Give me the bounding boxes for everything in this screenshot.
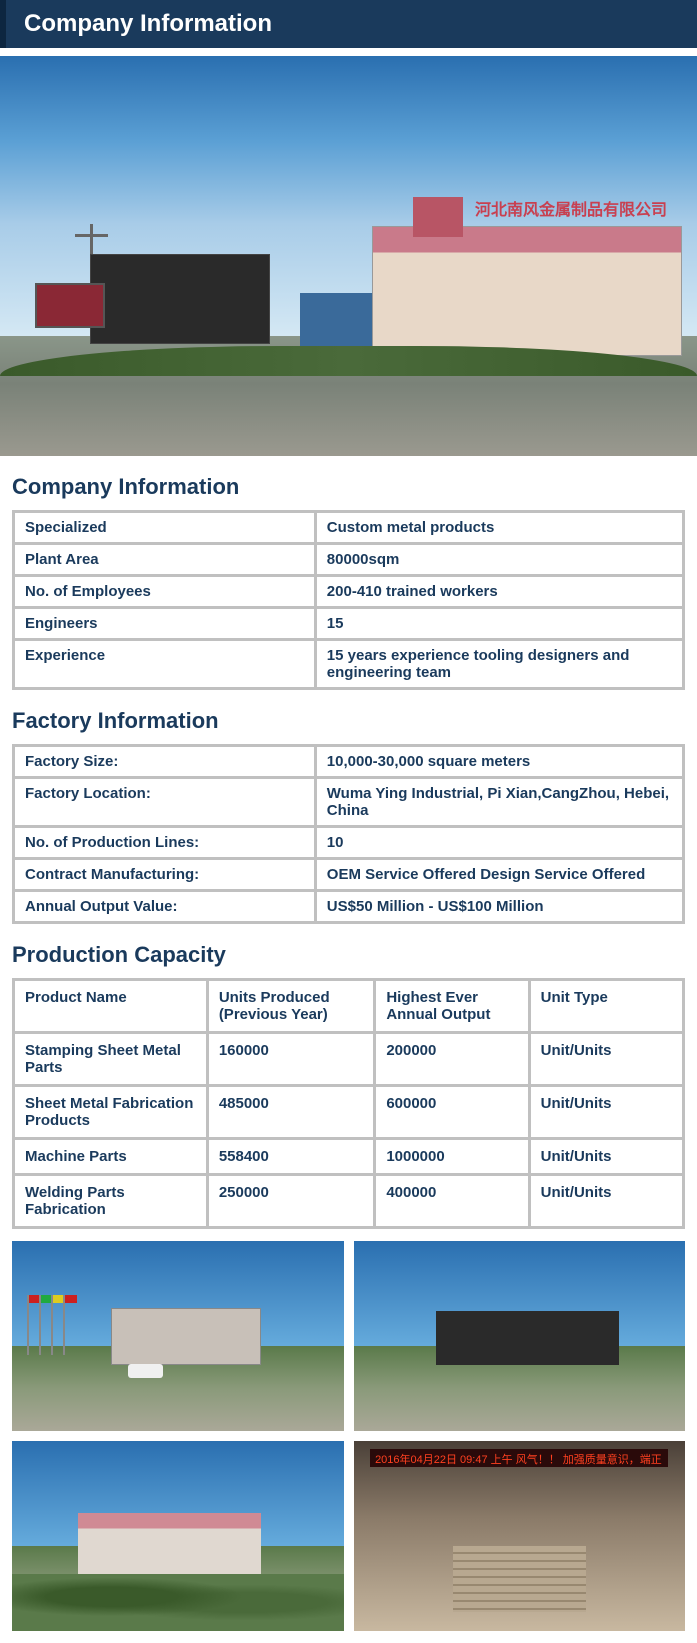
table-row: Engineers 15 [15, 609, 682, 638]
table-row: Factory Location: Wuma Ying Industrial, … [15, 779, 682, 825]
table-row: Welding Parts Fabrication 250000 400000 … [15, 1176, 682, 1226]
highest-output: 400000 [376, 1176, 527, 1226]
table-row: Sheet Metal Fabrication Products 485000 … [15, 1087, 682, 1137]
unit-type: Unit/Units [531, 1176, 682, 1226]
production-table: Product Name Units Produced (Previous Ye… [12, 978, 685, 1229]
unit-type: Unit/Units [531, 1087, 682, 1137]
table-label: Specialized [15, 513, 314, 542]
flag-green [39, 1295, 41, 1355]
flag-yellow [51, 1295, 53, 1355]
table-label: Contract Manufacturing: [15, 860, 314, 889]
product-name: Machine Parts [15, 1140, 206, 1173]
company-info-title: Company Information [12, 474, 685, 500]
highest-output: 600000 [376, 1087, 527, 1137]
table-value: 10 [317, 828, 682, 857]
page-title: Company Information [24, 10, 272, 37]
table-label: Factory Location: [15, 779, 314, 825]
table-label: No. of Production Lines: [15, 828, 314, 857]
led-display: 2016年04月22日 09:47 上午 风气！！ 加强质量意识，端正 [370, 1449, 668, 1467]
greenery-fg [12, 1574, 344, 1631]
table-row: No. of Production Lines: 10 [15, 828, 682, 857]
table-label: Annual Output Value: [15, 892, 314, 921]
table-value: 15 [317, 609, 682, 638]
highest-output: 1000000 [376, 1140, 527, 1173]
table-header: Highest Ever Annual Output [376, 981, 527, 1031]
table-row: No. of Employees 200-410 trained workers [15, 577, 682, 606]
table-header: Unit Type [531, 981, 682, 1031]
table-value: US$50 Million - US$100 Million [317, 892, 682, 921]
table-row: Experience 15 years experience tooling d… [15, 641, 682, 687]
flag-poles [27, 1295, 65, 1355]
product-name: Welding Parts Fabrication [15, 1176, 206, 1226]
product-name: Stamping Sheet Metal Parts [15, 1034, 206, 1084]
stairs [453, 1546, 586, 1613]
building-main [372, 226, 682, 356]
factory-info-table: Factory Size: 10,000-30,000 square meter… [12, 744, 685, 924]
table-row: Stamping Sheet Metal Parts 160000 200000… [15, 1034, 682, 1084]
table-row: Machine Parts 558400 1000000 Unit/Units [15, 1140, 682, 1173]
unit-type: Unit/Units [531, 1034, 682, 1084]
company-info-table: Specialized Custom metal products Plant … [12, 510, 685, 690]
table-value: 200-410 trained workers [317, 577, 682, 606]
production-title: Production Capacity [12, 942, 685, 968]
building [111, 1308, 260, 1365]
building-sign-text: 河北南风金属制品有限公司 [475, 196, 667, 220]
unit-type: Unit/Units [531, 1140, 682, 1173]
table-row: Annual Output Value: US$50 Million - US$… [15, 892, 682, 921]
flag-red [27, 1295, 29, 1355]
table-header: Product Name [15, 981, 206, 1031]
gallery-image-2 [354, 1241, 686, 1431]
car [128, 1364, 163, 1378]
flag-red [63, 1295, 65, 1355]
gallery-image-1 [12, 1241, 344, 1431]
image-gallery: 2016年04月22日 09:47 上午 风气！！ 加强质量意识，端正 [0, 1229, 697, 1643]
table-label: Factory Size: [15, 747, 314, 776]
building-dark [436, 1311, 618, 1364]
table-value: 80000sqm [317, 545, 682, 574]
sign-board [35, 283, 105, 328]
table-value: Wuma Ying Industrial, Pi Xian,CangZhou, … [317, 779, 682, 825]
units-produced: 160000 [209, 1034, 374, 1084]
table-value: OEM Service Offered Design Service Offer… [317, 860, 682, 889]
units-produced: 485000 [209, 1087, 374, 1137]
table-value: 10,000-30,000 square meters [317, 747, 682, 776]
table-row: Factory Size: 10,000-30,000 square meter… [15, 747, 682, 776]
gallery-image-3 [12, 1441, 344, 1631]
building-left [90, 254, 270, 344]
building-pink [78, 1513, 260, 1574]
table-header-row: Product Name Units Produced (Previous Ye… [15, 981, 682, 1031]
factory-info-title: Factory Information [12, 708, 685, 734]
table-header: Units Produced (Previous Year) [209, 981, 374, 1031]
table-value: 15 years experience tooling designers an… [317, 641, 682, 687]
table-row: Specialized Custom metal products [15, 513, 682, 542]
table-label: Plant Area [15, 545, 314, 574]
units-produced: 558400 [209, 1140, 374, 1173]
table-label: Engineers [15, 609, 314, 638]
units-produced: 250000 [209, 1176, 374, 1226]
table-row: Contract Manufacturing: OEM Service Offe… [15, 860, 682, 889]
table-row: Plant Area 80000sqm [15, 545, 682, 574]
product-name: Sheet Metal Fabrication Products [15, 1087, 206, 1137]
table-label: No. of Employees [15, 577, 314, 606]
table-value: Custom metal products [317, 513, 682, 542]
hero-image: 河北南风金属制品有限公司 [0, 56, 697, 456]
gallery-image-4: 2016年04月22日 09:47 上午 风气！！ 加强质量意识，端正 [354, 1441, 686, 1631]
highest-output: 200000 [376, 1034, 527, 1084]
page-header: Company Information [0, 0, 697, 48]
table-label: Experience [15, 641, 314, 687]
